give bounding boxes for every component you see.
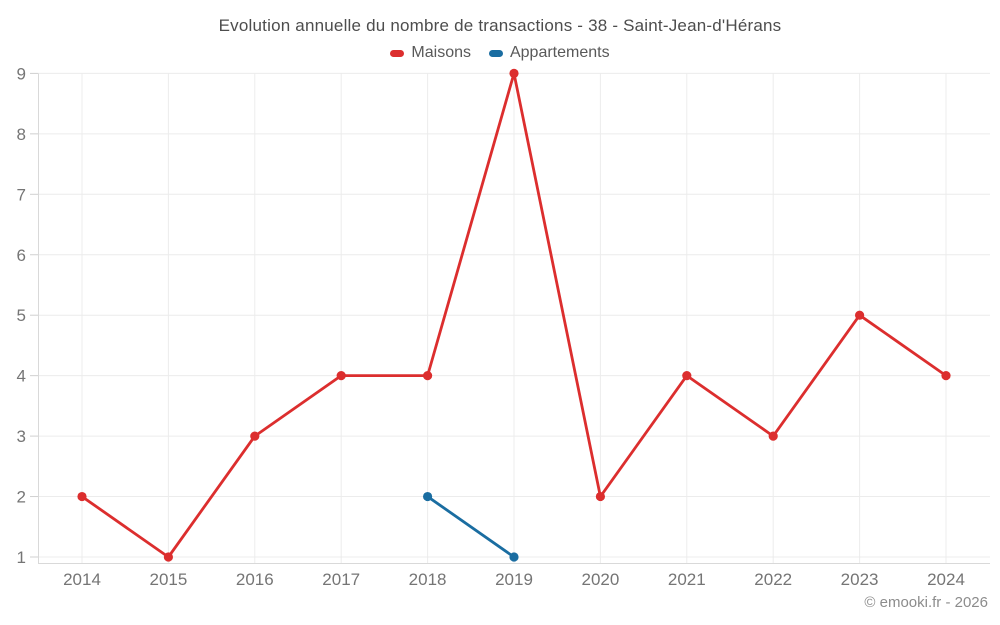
x-tick-label: 2021 bbox=[668, 570, 706, 589]
x-tick-label: 2017 bbox=[322, 570, 360, 589]
x-tick-label: 2024 bbox=[927, 570, 965, 589]
data-point-maisons-2020[interactable] bbox=[595, 491, 606, 502]
legend-swatch-appartements bbox=[488, 49, 503, 57]
y-tick-label: 5 bbox=[17, 306, 26, 325]
data-point-maisons-2017[interactable] bbox=[336, 371, 346, 381]
legend-item-maisons[interactable]: Maisons bbox=[390, 44, 471, 62]
legend-swatch-maisons bbox=[390, 49, 405, 57]
data-point-maisons-2014[interactable] bbox=[77, 491, 87, 502]
x-tick-label: 2018 bbox=[409, 570, 447, 589]
data-point-maisons-2019[interactable] bbox=[509, 68, 519, 78]
data-point-maisons-2021[interactable] bbox=[682, 371, 692, 381]
y-tick-label: 8 bbox=[17, 125, 26, 144]
legend-item-appartements[interactable]: Appartements bbox=[488, 44, 610, 62]
y-tick-label: 6 bbox=[17, 246, 26, 265]
y-tick-label: 9 bbox=[17, 64, 26, 83]
series-line-appartements bbox=[426, 495, 516, 559]
x-tick-label: 2020 bbox=[581, 570, 619, 589]
data-point-maisons-2023[interactable] bbox=[855, 310, 865, 320]
y-tick-label: 3 bbox=[17, 427, 26, 446]
chart-legend: Maisons Appartements bbox=[0, 44, 1000, 62]
x-tick-label: 2019 bbox=[495, 570, 533, 589]
y-tick-label: 4 bbox=[17, 367, 26, 386]
data-point-maisons-2024[interactable] bbox=[941, 371, 951, 381]
data-point-maisons-2016[interactable] bbox=[250, 431, 260, 441]
chart-title: Evolution annuelle du nombre de transact… bbox=[218, 16, 782, 35]
legend-label-appartements: Appartements bbox=[509, 44, 610, 61]
y-tick-label: 7 bbox=[17, 185, 26, 204]
data-point-maisons-2018[interactable] bbox=[423, 371, 433, 381]
x-tick-label: 2015 bbox=[149, 570, 187, 589]
data-point-appartements-2018[interactable] bbox=[423, 491, 433, 502]
x-tick-label: 2022 bbox=[754, 570, 792, 589]
legend-label-maisons: Maisons bbox=[411, 44, 471, 61]
y-tick-label: 1 bbox=[17, 548, 26, 567]
data-point-maisons-2022[interactable] bbox=[768, 431, 778, 441]
copyright-watermark: © emooki.fr - 2026 bbox=[864, 594, 988, 611]
x-tick-label: 2016 bbox=[236, 570, 274, 589]
data-point-maisons-2015[interactable] bbox=[163, 552, 173, 562]
x-tick-label: 2014 bbox=[63, 570, 101, 589]
y-tick-label: 2 bbox=[17, 488, 26, 507]
x-tick-label: 2023 bbox=[841, 570, 879, 589]
data-point-appartements-2019[interactable] bbox=[509, 552, 519, 562]
